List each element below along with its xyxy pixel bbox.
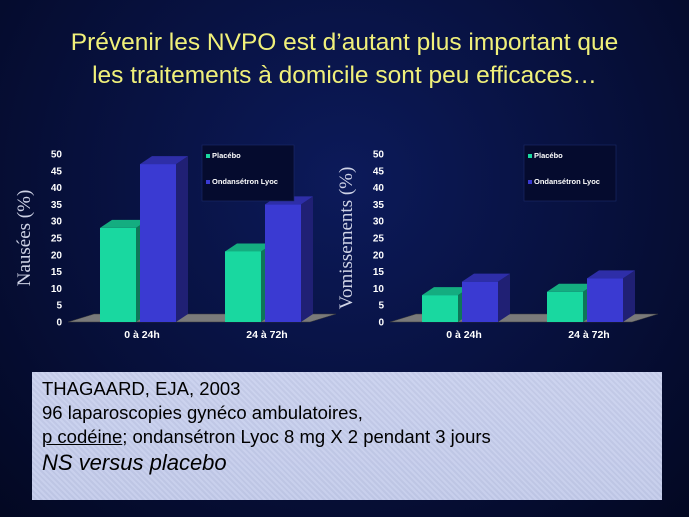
legend-label: Placébo <box>534 151 563 160</box>
slide-title: Prévenir les NVPO est d’autant plus impo… <box>0 26 689 92</box>
legend-swatch <box>528 154 532 158</box>
bar-ondansetron-1 <box>462 273 510 322</box>
bar-placebo-2 <box>225 243 273 322</box>
y-tick-label: 40 <box>51 183 63 194</box>
legend: Placébo Ondansétron Lyoc <box>201 144 295 202</box>
x-tick-label: 0 à 24h <box>124 329 160 341</box>
x-tick-label: 24 à 72h <box>568 329 609 341</box>
y-tick-label: 10 <box>51 284 63 295</box>
legend-swatch <box>206 180 210 184</box>
legend-label: Ondansétron Lyoc <box>212 177 278 186</box>
citation-study: 96 laparoscopies gynéco ambulatoires, <box>42 402 363 423</box>
y-tick-label: 10 <box>373 284 385 295</box>
y-tick-label: 5 <box>56 301 62 312</box>
legend-label: Ondansétron Lyoc <box>534 177 600 186</box>
y-tick-label: 5 <box>378 301 384 312</box>
x-tick-label: 24 à 72h <box>246 329 287 341</box>
citation-protocol: p codéine; ondansétron Lyoc 8 mg X 2 pen… <box>42 425 652 449</box>
y-tick-label: 45 <box>51 166 63 177</box>
y-tick-label: 35 <box>373 200 385 211</box>
x-tick-label: 0 à 24h <box>446 329 482 341</box>
y-tick-label: 30 <box>373 217 385 228</box>
y-tick-label: 15 <box>373 267 385 278</box>
y-tick-label: 20 <box>51 250 63 261</box>
legend-swatch <box>528 180 532 184</box>
y-tick-label: 45 <box>373 166 385 177</box>
y-tick-label: 35 <box>51 200 63 211</box>
chart-vomissements: Vomissements (%) 0 5 10 15 20 25 30 35 40 45 50 0 à … <box>336 144 659 341</box>
title-line-2: les traitements à domicile sont peu effi… <box>92 62 597 89</box>
y-axis-label: Vomissements (%) <box>336 167 357 310</box>
y-tick-label: 0 <box>56 318 62 329</box>
y-tick-label: 0 <box>378 318 384 329</box>
y-tick-label: 30 <box>51 217 63 228</box>
y-axis-label: Nausées (%) <box>14 190 35 287</box>
bar-ondansetron-1 <box>140 156 188 322</box>
y-tick-label: 25 <box>51 234 63 245</box>
y-tick-label: 50 <box>51 150 63 161</box>
y-tick-label: 25 <box>373 234 385 245</box>
citation-author: THAGAARD, EJA, 2003 <box>42 378 241 399</box>
bar-ondansetron-2 <box>265 196 313 322</box>
legend-swatch <box>206 154 210 158</box>
bar-ondansetron-2 <box>587 270 635 322</box>
y-tick-label: 40 <box>373 183 385 194</box>
citation-underlined: p codéine <box>42 426 123 447</box>
title-line-1: Prévenir les NVPO est d’autant plus impo… <box>70 29 619 56</box>
legend-label: Placébo <box>212 151 241 160</box>
legend: Placébo Ondansétron Lyoc <box>523 144 617 202</box>
y-tick-label: 15 <box>51 267 63 278</box>
y-tick-label: 20 <box>373 250 385 261</box>
bar-placebo-2 <box>547 283 595 322</box>
citation-conclusion: NS versus placebo <box>42 450 227 475</box>
chart-nausees: Nausées (%) 0 5 10 15 20 25 30 35 40 45 50 0 à 24h 24… <box>14 144 337 341</box>
citation-box: THAGAARD, EJA, 2003 96 laparoscopies gyn… <box>32 372 662 500</box>
citation-protocol-rest: ; ondansétron Lyoc 8 mg X 2 pendant 3 jo… <box>122 426 491 447</box>
y-tick-label: 50 <box>373 150 385 161</box>
